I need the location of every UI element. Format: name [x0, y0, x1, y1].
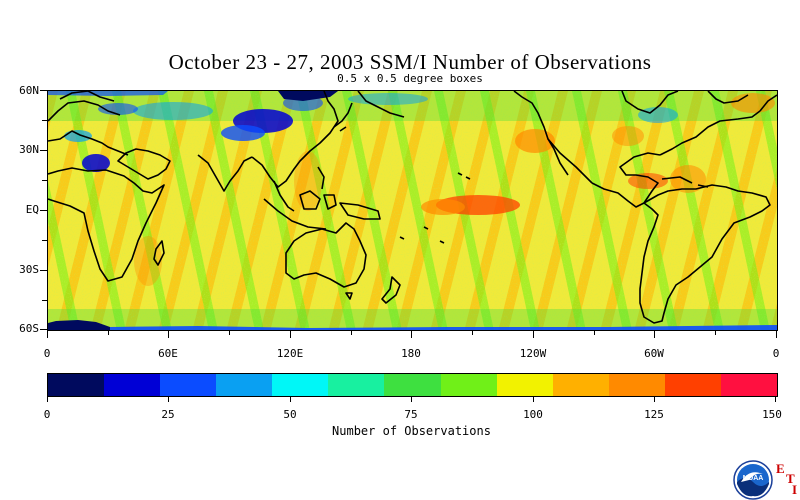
colorbar	[47, 373, 778, 397]
lon-tick	[290, 330, 291, 338]
eti-letter-e: E	[776, 461, 785, 476]
lat-tick	[40, 210, 47, 211]
map-title: October 23 - 27, 2003 SSM/I Number of Ob…	[168, 50, 652, 74]
colorbar-tick	[654, 396, 655, 402]
lon-label-60e: 60E	[158, 347, 178, 360]
lon-label-120e: 120E	[276, 347, 304, 360]
low-count-regions	[64, 93, 678, 172]
lon-tick	[108, 330, 109, 335]
colorbar-label-50: 50	[283, 408, 297, 421]
noaa-logo-text: NOAA	[743, 475, 764, 482]
lat-label-60n: 60N	[19, 84, 39, 97]
colorbar-label-100: 100	[523, 408, 543, 421]
noaa-logo: NOAA	[733, 460, 773, 500]
lon-tick	[654, 330, 655, 338]
colorbar-segment	[328, 374, 385, 396]
colorbar-segment	[104, 374, 161, 396]
colorbar-title: Number of Observations	[332, 424, 491, 438]
lon-label-180: 180	[401, 347, 421, 360]
colorbar-tick	[47, 396, 48, 402]
colorbar-segment	[496, 374, 553, 396]
colorbar-segment	[720, 374, 778, 396]
lat-tick	[40, 270, 47, 271]
colorbar-segment	[384, 374, 441, 396]
lat-tick	[42, 180, 47, 181]
no-data-regions	[48, 91, 777, 330]
colorbar-segment	[48, 374, 105, 396]
lat-tick	[42, 240, 47, 241]
colorbar-tick	[775, 396, 776, 402]
speckle-texture	[48, 91, 777, 330]
colorbar-segment	[664, 374, 721, 396]
colorbar-label-150: 150	[762, 408, 782, 421]
lon-label-0: 0	[43, 347, 51, 360]
colorbar-tick	[411, 396, 412, 402]
high-count-regions	[134, 93, 775, 286]
lat-tick	[40, 90, 47, 91]
lat-tick	[42, 300, 47, 301]
lon-tick	[168, 330, 169, 338]
lat-label-30n: 30N	[19, 143, 39, 156]
lon-tick	[594, 330, 595, 335]
colorbar-segment	[552, 374, 609, 396]
lon-tick	[351, 330, 352, 335]
map-subtitle: 0.5 x 0.5 degree boxes	[337, 72, 483, 85]
colorbar-tick	[533, 396, 534, 402]
colorbar-label-125: 125	[644, 408, 664, 421]
colorbar-label-75: 75	[404, 408, 418, 421]
lat-tick	[40, 150, 47, 151]
colorbar-tick	[168, 396, 169, 402]
south-band	[48, 309, 777, 330]
colorbar-tick	[290, 396, 291, 402]
eti-letter-t: T	[786, 471, 795, 486]
lon-tick	[229, 330, 230, 335]
lon-tick	[533, 330, 534, 338]
lat-label-eq: EQ	[25, 203, 39, 216]
colorbar-segment	[216, 374, 273, 396]
lat-label-30s: 30S	[19, 263, 39, 276]
coastlines	[48, 91, 777, 324]
lon-tick	[715, 330, 716, 335]
colorbar-label-0: 0	[43, 408, 51, 421]
lon-tick	[411, 330, 412, 338]
map-svg	[48, 91, 777, 330]
lat-label-60s: 60S	[19, 322, 39, 335]
lon-label-0-end: 0	[772, 347, 780, 360]
lat-tick	[42, 120, 47, 121]
eti-letter-i: I	[792, 482, 798, 497]
observation-map	[47, 90, 778, 331]
colorbar-label-25: 25	[161, 408, 175, 421]
colorbar-segment	[440, 374, 497, 396]
lat-tick	[40, 329, 47, 330]
colorbar-segment	[160, 374, 217, 396]
lon-tick	[47, 330, 48, 338]
lon-label-60w: 60W	[644, 347, 664, 360]
lon-label-120w: 120W	[519, 347, 547, 360]
lon-tick	[472, 330, 473, 335]
colorbar-segment	[608, 374, 665, 396]
colorbar-segment	[272, 374, 329, 396]
lon-tick	[776, 330, 777, 338]
